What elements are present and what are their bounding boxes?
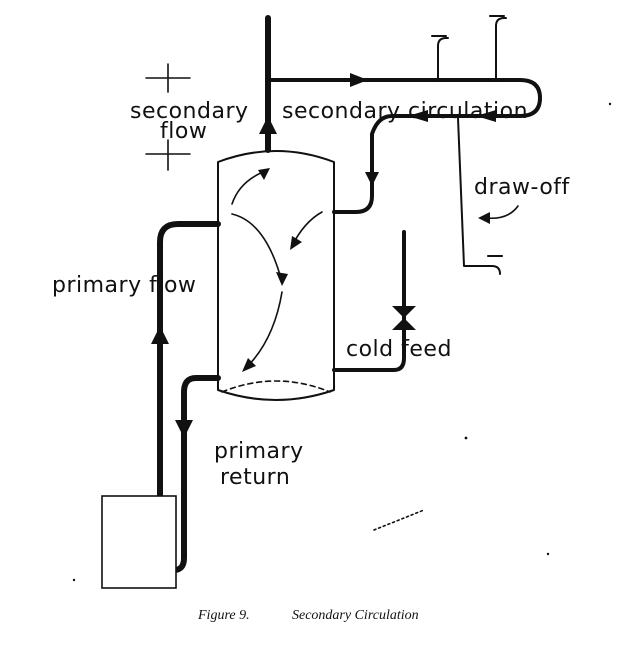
secondary-flow-arrow [259, 116, 277, 134]
circulation-arrow-return-2 [408, 110, 428, 122]
boiler [101, 495, 177, 589]
primary-flow-arrow [151, 326, 169, 344]
draw-off-pointer [485, 205, 519, 220]
draw-off-taps [431, 15, 519, 275]
storage-cylinder [217, 150, 335, 401]
internal-swirl-arrows [231, 168, 323, 372]
primary-flow-pipe [151, 221, 221, 499]
label-primary-return-line1: primary [214, 439, 304, 464]
secondary-flow-pipe [259, 15, 277, 153]
label-secondary-circulation: secondary circulation [282, 99, 528, 124]
cold-feed-pipe [332, 230, 416, 372]
primary-return-arrow [175, 420, 193, 438]
draw-off-branch [457, 117, 501, 275]
caption-title: Secondary Circulation [292, 608, 419, 623]
caption-figure-number: Figure 9. [197, 608, 250, 623]
valve-lower [392, 318, 416, 330]
circulation-arrow-top [350, 73, 368, 87]
label-primary-flow: primary flow [52, 273, 196, 298]
tap-icon-2 [495, 17, 507, 27]
primary-return-pipe [171, 375, 221, 573]
label-primary-return-line2: return [220, 465, 290, 490]
crosshair-markers [145, 63, 191, 171]
label-draw-off: draw-off [474, 175, 571, 200]
circulation-arrow-return [476, 110, 496, 122]
stray-marks [72, 102, 612, 582]
secondary-circulation-loop [266, 73, 542, 214]
label-secondary-flow-line2: flow [160, 119, 207, 144]
label-secondary-flow-line1: secondary [130, 99, 249, 124]
label-cold-feed: cold feed [346, 337, 452, 362]
valve-upper [392, 306, 416, 318]
circulation-arrow-down [365, 172, 379, 186]
tap-icon-1 [437, 37, 449, 47]
